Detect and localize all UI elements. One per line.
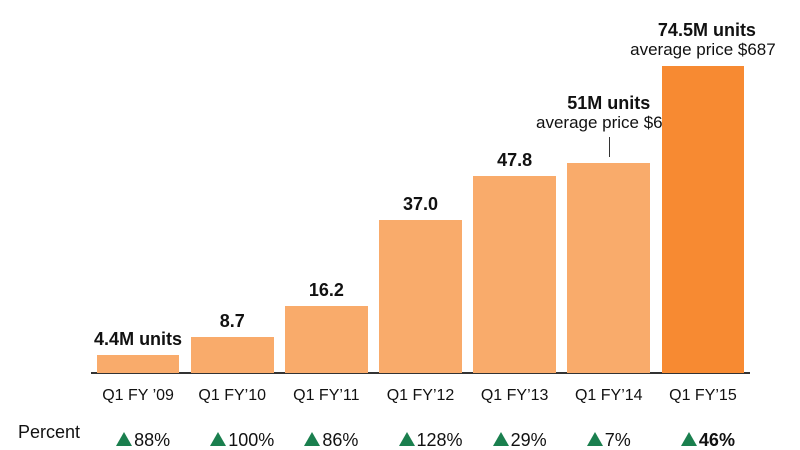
- percent-label: 88%: [134, 430, 171, 450]
- percent-label: 100%: [228, 430, 275, 450]
- up-arrow: [492, 432, 509, 446]
- bar-label: 37.0: [402, 194, 439, 215]
- bar-label: 74.5M units: [657, 19, 756, 40]
- baseline: [91, 372, 750, 374]
- percent-change: 86%: [304, 430, 358, 450]
- bar: [96, 354, 180, 373]
- percent-label: 29%: [510, 430, 547, 450]
- row-label: Percent: [18, 422, 81, 442]
- x-tick-label: Q1 FY’10: [198, 387, 266, 404]
- bar: [379, 220, 462, 373]
- x-tick-label: Q1 FY’12: [386, 387, 455, 404]
- x-tick-label: Q1 FY’15: [669, 387, 737, 404]
- percent-label: 128%: [416, 430, 463, 450]
- annotation: average price $687: [630, 39, 776, 59]
- bar-label: 47.8: [497, 149, 533, 170]
- bar-label: 4.4M units: [94, 328, 183, 349]
- percent-change: 100%: [210, 430, 274, 450]
- up-arrow: [586, 432, 603, 446]
- up-arrow: [680, 432, 697, 446]
- bar: [661, 65, 745, 373]
- annotation: average price $637: [536, 112, 682, 132]
- x-tick-label: Q1 FY’14: [574, 387, 643, 404]
- up-arrow: [398, 432, 415, 446]
- up-arrow: [304, 432, 321, 446]
- percent-change: 128%: [398, 430, 463, 450]
- bar-label: 8.7: [219, 311, 245, 332]
- connector: [608, 136, 611, 157]
- percent-change: 7%: [586, 430, 631, 450]
- percent-label: 7%: [604, 430, 631, 450]
- up-arrow: [116, 432, 133, 446]
- percent-label: 86%: [322, 430, 359, 450]
- percent-label: 46%: [698, 430, 735, 450]
- bar: [473, 175, 557, 373]
- percent-change: 88%: [116, 430, 170, 450]
- x-tick-label: Q1 FY ’09: [102, 387, 174, 404]
- bar-label: 51M units: [567, 92, 651, 113]
- percent-change: 46%: [680, 430, 735, 450]
- percent-change: 29%: [492, 430, 547, 450]
- bar: [567, 162, 651, 373]
- bar: [190, 337, 274, 373]
- x-tick-label: Q1 FY’13: [480, 387, 549, 404]
- bar-label: 16.2: [308, 280, 344, 301]
- x-tick-label: Q1 FY’11: [293, 387, 360, 404]
- up-arrow: [210, 432, 227, 446]
- bar: [284, 306, 368, 373]
